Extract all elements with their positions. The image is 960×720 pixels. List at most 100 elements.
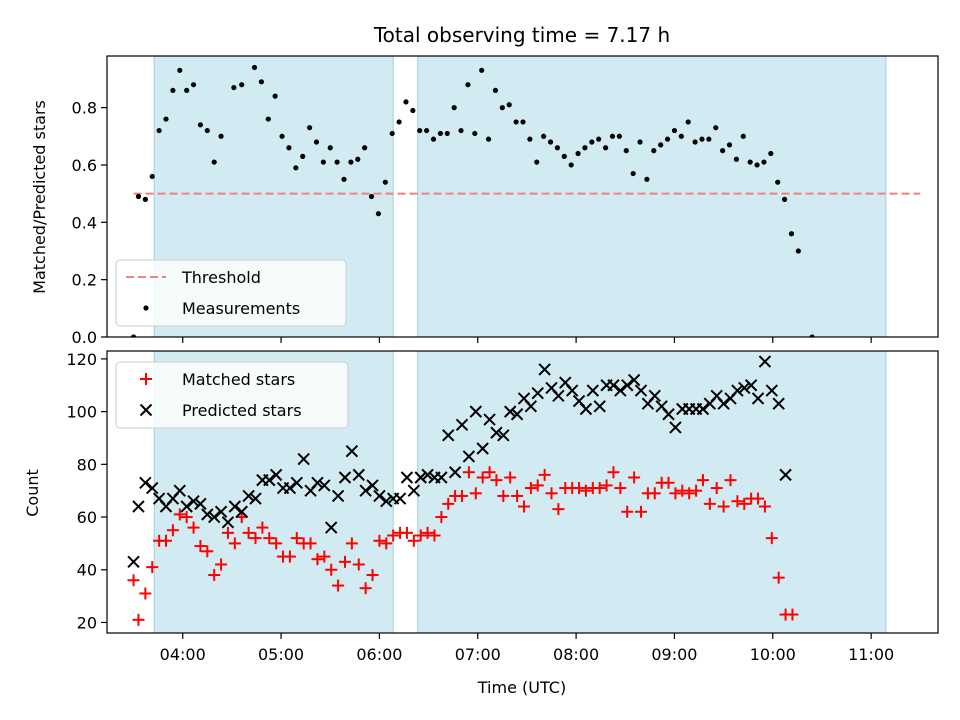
bottom-series-2-point-28 xyxy=(311,476,324,489)
bottom-series-2-point-53 xyxy=(483,413,496,426)
bottom-series-1-point-61 xyxy=(538,468,551,481)
bottom-series-2-point-17 xyxy=(235,505,248,518)
x-axis-label: Time (UTC) xyxy=(477,678,566,697)
top-series-1-point-4 xyxy=(149,173,155,180)
bottom-series-2-point-57 xyxy=(510,408,524,421)
bottom-series-2-point-15 xyxy=(221,516,235,529)
bottom-series-2-point-33-b xyxy=(345,444,359,458)
top-series-1-point-11 xyxy=(197,122,204,128)
bottom-series-2-point-38 xyxy=(380,495,393,508)
bottom-series-2-point-86-b xyxy=(710,389,723,403)
bottom-series-2-point-96 xyxy=(779,468,792,482)
top-y-tick-label-4: 0.6 xyxy=(72,156,97,175)
bottom-series-1-point-10 xyxy=(187,521,200,534)
top-series-1-point-29 xyxy=(334,159,340,165)
bottom-series-1-point-85 xyxy=(703,497,716,510)
bottom-series-2-point-37 xyxy=(373,489,386,503)
x-tick-label-4: 07:00 xyxy=(455,645,501,664)
bottom-series-2-point-1 xyxy=(127,555,140,569)
bottom-series-1-point-38 xyxy=(380,537,393,550)
bottom-series-2-point-37-b xyxy=(373,489,386,503)
bottom-series-1-point-25 xyxy=(290,532,303,545)
top-series-1-point-28 xyxy=(327,145,333,151)
bottom-series-2-point-80-b xyxy=(669,421,682,434)
bottom-series-2-point-33 xyxy=(345,444,359,458)
bottom-series-2-point-11-b xyxy=(194,497,207,511)
bottom-series-2-point-42 xyxy=(407,484,421,497)
top-series-1-point-95 xyxy=(788,231,795,237)
bottom-legend-box xyxy=(115,361,349,429)
bottom-series-2-point-24 xyxy=(283,481,297,495)
bottom-series-2-point-26-b xyxy=(297,452,310,466)
top-series-1-point-16 xyxy=(239,82,245,88)
bottom-series-1-point-34 xyxy=(352,558,365,571)
bottom-series-1-point-7 xyxy=(166,524,179,537)
top-series-1-point-20 xyxy=(272,93,278,99)
bottom-series-2-point-48 xyxy=(448,466,462,479)
bottom-series-2-point-3 xyxy=(139,476,152,489)
bottom-series-1-point-67 xyxy=(579,484,592,497)
top-series-1-point-43 xyxy=(430,136,437,142)
bottom-series-2-point-21-b xyxy=(263,473,276,487)
bottom-series-2-point-61 xyxy=(538,363,551,376)
top-series-1-point-72 xyxy=(630,170,636,177)
bottom-series-1-point-83 xyxy=(690,484,703,497)
top-series-1-point-78 xyxy=(671,127,678,134)
bottom-series-1-point-57 xyxy=(511,489,524,502)
top-series-1-point-77 xyxy=(664,136,671,142)
bottom-series-2-point-40-b xyxy=(393,492,407,505)
top-series-1-point-1 xyxy=(130,334,137,337)
bottom-series-2-point-28-b xyxy=(311,476,324,489)
bottom-series-2-point-71-b xyxy=(607,379,620,392)
top-series-1-point-73 xyxy=(637,139,643,145)
x-tick-label-5: 08:00 xyxy=(553,645,599,664)
top-panel: 0.0 0.2 0.4 0.6 0.8 Threshold Measurements xyxy=(72,55,939,347)
top-series-1-point-66 xyxy=(589,139,595,145)
bottom-series-2-point-63 xyxy=(552,389,565,403)
top-series-1-point-32 xyxy=(355,156,361,162)
top-series-1-point-23 xyxy=(293,165,299,171)
bottom-series-1-point-22 xyxy=(270,537,283,550)
bottom-series-1-point-89 xyxy=(731,495,744,508)
bottom-y-tick-label-3: 60 xyxy=(77,508,97,527)
bottom-series-1-point-29 xyxy=(318,550,331,563)
bottom-series-1-point-36 xyxy=(366,569,379,582)
top-series-1-point-27 xyxy=(320,159,326,165)
top-series-1-point-18 xyxy=(258,79,264,85)
bottom-series-1-point-73 xyxy=(621,505,634,518)
bottom-series-2-point-77 xyxy=(648,389,661,403)
bottom-series-2-point-16-b xyxy=(228,500,242,513)
bottom-series-2-point-41 xyxy=(400,471,414,484)
top-observing-window-2 xyxy=(417,55,887,338)
bottom-series-1-point-93 xyxy=(758,500,771,513)
bottom-series-1-point-66 xyxy=(573,482,586,495)
bottom-series-2-point-22-b xyxy=(269,468,283,482)
bottom-series-2-point-34-b xyxy=(352,468,365,482)
bottom-series-1-point-39 xyxy=(387,529,400,542)
bottom-series-2-point-50 xyxy=(462,450,476,463)
bottom-series-1-point-1 xyxy=(127,574,140,587)
bottom-series-1-point-37 xyxy=(373,534,386,547)
bottom-legend-label-1: Matched stars xyxy=(182,370,295,389)
bottom-series-2-point-36 xyxy=(366,479,379,492)
top-series-1-point-3 xyxy=(142,196,148,202)
bottom-series-1-point-20 xyxy=(256,521,269,534)
top-series-1-point-59 xyxy=(541,133,547,139)
top-series-1-point-74 xyxy=(644,176,650,182)
top-series-1-point-61 xyxy=(554,145,561,151)
bottom-series-2-point-63-b xyxy=(552,389,565,403)
bottom-y-tick-label-5: 100 xyxy=(66,403,97,422)
bottom-series-1-point-12 xyxy=(201,545,214,558)
bottom-series-2-point-55 xyxy=(497,429,510,442)
bottom-legend-swatch-2 xyxy=(139,403,153,417)
bottom-series-2-point-29 xyxy=(318,479,331,492)
bottom-series-2-point-31 xyxy=(331,489,345,503)
bottom-series-2-point-95-b xyxy=(772,397,785,410)
bottom-series-2-point-2 xyxy=(132,500,145,513)
top-series-1-point-5 xyxy=(156,127,162,134)
top-series-1-point-76 xyxy=(658,142,664,148)
bottom-series-2-point-38-b xyxy=(380,495,393,508)
top-series-1-point-7 xyxy=(170,87,176,94)
bottom-legend-swatch-1 xyxy=(140,373,152,385)
bottom-series-2-point-25-b xyxy=(290,476,304,489)
